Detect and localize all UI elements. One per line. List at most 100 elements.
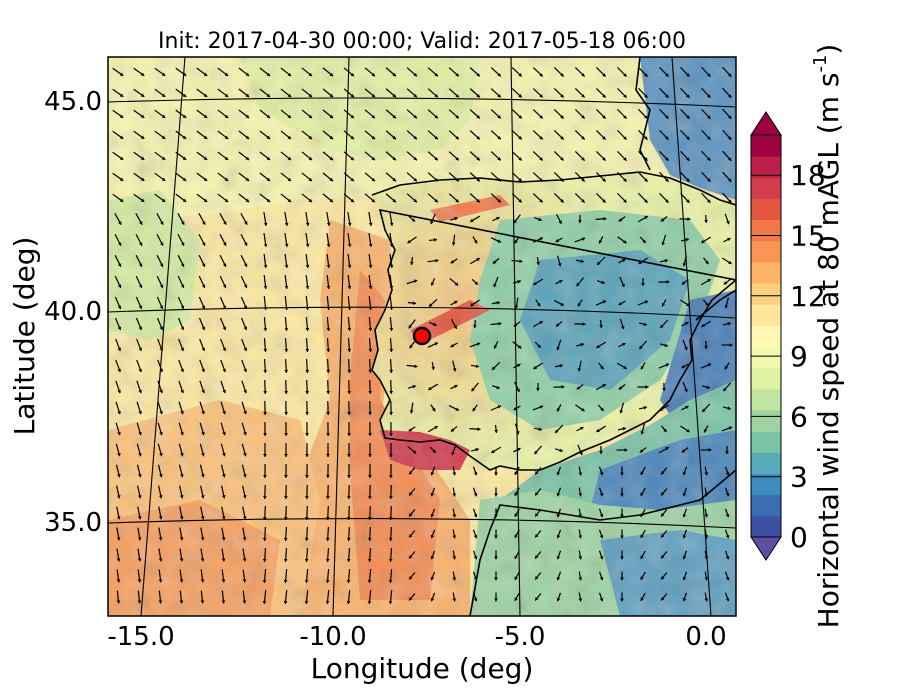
- wind-arrow-head: [409, 533, 413, 538]
- wind-arrow-head: [685, 237, 689, 242]
- wind-arrow-head: [138, 431, 142, 436]
- wind-arrow-head: [388, 516, 393, 520]
- wind-arrow-head: [308, 198, 313, 203]
- wind-arrow-head: [347, 475, 351, 478]
- wind-arrow-head: [644, 199, 648, 203]
- wind-arrow-head: [705, 302, 709, 307]
- wind-arrow-head: [581, 199, 585, 203]
- wind-arrow-head: [245, 198, 250, 202]
- wind-arrow-head: [536, 387, 540, 391]
- wind-arrow-head: [201, 452, 205, 457]
- wind-arrow-head: [305, 285, 310, 289]
- wind-arrow-head: [203, 114, 208, 118]
- wind-arrow-head: [539, 136, 543, 140]
- wind-arrow-head: [475, 364, 479, 369]
- wind-arrow-head: [556, 576, 561, 581]
- wind-arrow-head: [686, 115, 690, 119]
- wind-arrow-head: [325, 579, 330, 583]
- wind-arrow-head: [182, 114, 187, 118]
- wind-arrow-head: [535, 492, 539, 496]
- wind-arrow-head: [578, 219, 582, 223]
- wind-arrow-head: [476, 94, 480, 98]
- wind-arrow-head: [582, 322, 586, 326]
- wind-arrow-head: [263, 475, 267, 478]
- wind-arrow-head: [537, 302, 541, 307]
- wind-arrow-head: [453, 325, 457, 329]
- wind-arrow-head: [517, 363, 521, 368]
- wind-arrow-head: [305, 454, 309, 457]
- wind-arrow-head: [119, 135, 124, 139]
- wind-arrow-head: [728, 199, 732, 203]
- wind-arrow-head: [283, 516, 288, 520]
- wind-arrow-head: [452, 514, 457, 518]
- wind-arrow-head: [350, 177, 354, 182]
- wind-arrow-head: [389, 264, 394, 268]
- wind-arrow-head: [665, 136, 669, 140]
- colorbar-over-arrow: [750, 111, 782, 136]
- wind-arrow-head: [661, 241, 666, 246]
- wind-arrow-head: [535, 576, 539, 580]
- wind-arrow-head: [450, 343, 455, 348]
- wind-arrow-head: [682, 534, 687, 539]
- wind-arrow-head: [623, 157, 627, 161]
- wind-arrow-head: [557, 262, 562, 267]
- wind-arrow-head: [304, 537, 309, 541]
- wind-arrow-head: [413, 177, 417, 182]
- wind-arrow-head: [664, 343, 668, 348]
- wind-arrow-head: [513, 323, 518, 327]
- wind-arrow-head: [534, 450, 538, 455]
- wind-arrow-head: [578, 556, 583, 560]
- wind-arrow-head: [476, 115, 480, 119]
- wind-arrow-head: [640, 471, 644, 475]
- wind-arrow-head: [518, 199, 522, 203]
- wind-arrow-head: [389, 454, 393, 457]
- wind-arrow-head: [266, 114, 271, 119]
- wind-arrow-head: [476, 342, 481, 346]
- wind-arrow-head: [623, 115, 627, 119]
- wind-arrow-head: [580, 259, 584, 264]
- wind-arrow-head: [287, 114, 292, 119]
- wind-arrow-head: [555, 238, 560, 243]
- wind-arrow-head: [533, 281, 537, 285]
- wind-arrow-head: [222, 326, 227, 331]
- wind-arrow-head: [347, 327, 352, 331]
- wind-arrow-head: [470, 302, 474, 307]
- wind-arrow-head: [514, 555, 518, 559]
- wind-arrow-head: [536, 261, 541, 265]
- wind-arrow-head: [305, 411, 309, 415]
- wind-arrow-head: [368, 390, 373, 394]
- wind-arrow-head: [201, 326, 206, 331]
- wind-arrow-head: [707, 363, 712, 367]
- wind-arrow-head: [159, 389, 163, 394]
- wind-arrow-head: [263, 222, 268, 226]
- wind-arrow-head: [559, 363, 563, 368]
- wind-arrow-head: [368, 433, 372, 436]
- wind-arrow-head: [200, 495, 205, 499]
- wind-arrow-head: [597, 261, 601, 265]
- wind-arrow-head: [581, 157, 585, 161]
- wind-arrow-head: [180, 347, 185, 352]
- wind-arrow-head: [704, 493, 709, 497]
- wind-arrow-head: [116, 537, 121, 541]
- wind-arrow-head: [263, 348, 268, 352]
- wind-arrow-head: [200, 600, 205, 604]
- wind-arrow-head: [161, 72, 166, 76]
- wind-arrow-head: [308, 135, 313, 140]
- wind-arrow-head: [725, 492, 730, 497]
- wind-arrow-head: [119, 198, 124, 202]
- wind-arrow-head: [116, 558, 121, 562]
- wind-arrow-head: [160, 221, 164, 225]
- wind-arrow-head: [222, 242, 227, 246]
- wind-arrow-head: [454, 282, 459, 286]
- wind-arrow-head: [242, 600, 247, 604]
- wind-arrow-head: [410, 261, 414, 265]
- wind-arrow-head: [434, 72, 438, 77]
- wind-arrow-head: [725, 534, 730, 539]
- wind-arrow-head: [701, 239, 705, 243]
- wind-arrow-head: [703, 429, 708, 433]
- wind-arrow-head: [434, 114, 438, 119]
- wind-arrow-head: [413, 93, 417, 98]
- wind-arrow-head: [263, 327, 268, 331]
- wind-arrow-head: [346, 516, 351, 520]
- wind-arrow-head: [201, 347, 206, 352]
